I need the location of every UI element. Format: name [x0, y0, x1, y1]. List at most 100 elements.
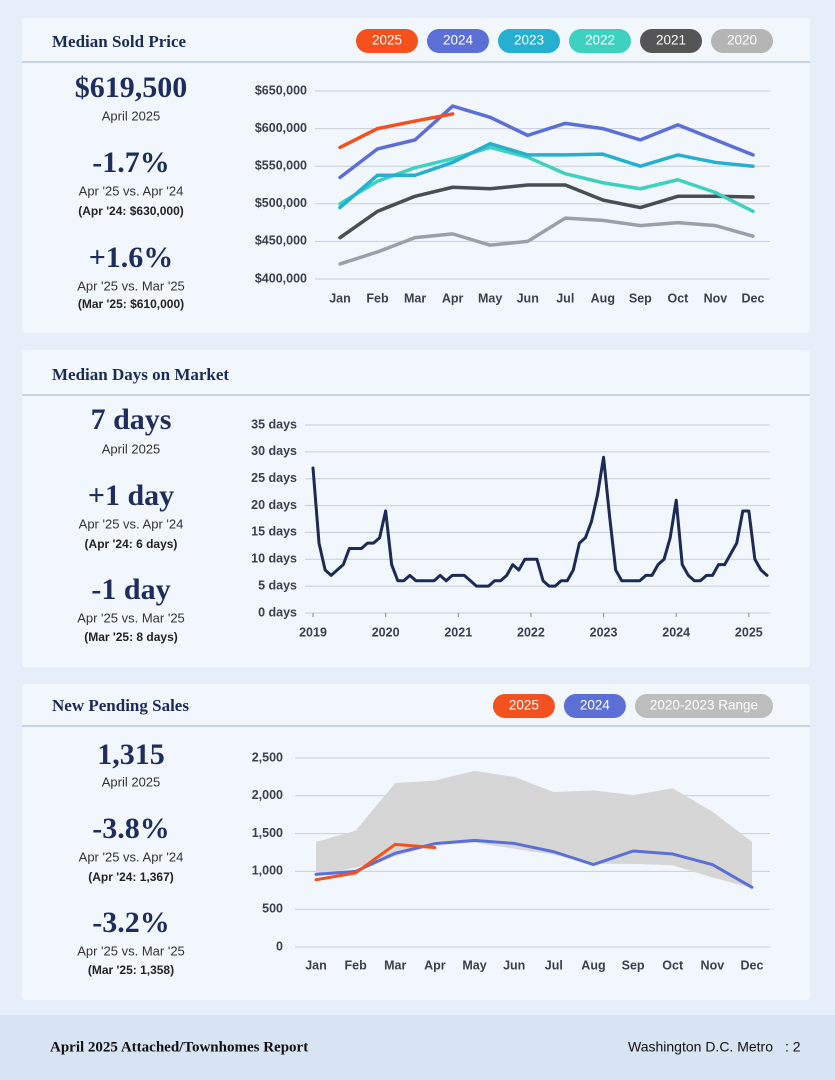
x-tick-label: Feb: [345, 958, 368, 972]
legend-label: 2024: [443, 33, 474, 48]
series-line: [338, 104, 755, 180]
legend-pill: [427, 29, 489, 53]
series-line: [314, 842, 437, 882]
panel: [22, 350, 810, 667]
x-tick-label: Sep: [622, 958, 645, 972]
x-tick-label: 2022: [517, 625, 545, 639]
chart-title: Median Days on Market: [52, 365, 229, 384]
y-tick-label: 20 days: [251, 498, 297, 512]
x-tick-label: Nov: [701, 958, 725, 972]
x-tick-label: Dec: [742, 291, 765, 305]
legend-label: 2024: [580, 698, 611, 713]
series-line: [338, 112, 455, 150]
stat-value: 1,315: [97, 738, 165, 771]
legend-pill: [640, 29, 702, 53]
x-tick-label: Apr: [442, 291, 464, 305]
x-tick-label: Jun: [503, 958, 525, 972]
series-line: [311, 455, 769, 588]
stat-versus: Apr '25 vs. Apr '24: [79, 516, 184, 531]
series-line: [314, 838, 754, 889]
stat-versus: Apr '25 vs. Mar '25: [77, 610, 185, 625]
y-tick-label: 0 days: [258, 605, 297, 619]
x-tick-label: 2023: [590, 625, 618, 639]
x-tick-label: Jun: [517, 291, 539, 305]
stat-versus: Apr '25 vs. Mar '25: [77, 943, 185, 958]
legend-pill: [634, 694, 773, 718]
chart-title: New Pending Sales: [52, 696, 189, 715]
stat-prior: (Mar '25: 1,358): [88, 963, 174, 977]
x-tick-label: Nov: [704, 291, 728, 305]
y-tick-label: 30 days: [251, 444, 297, 458]
x-tick-label: Oct: [662, 958, 684, 972]
x-tick-label: Mar: [404, 291, 426, 305]
x-tick-label: Jul: [556, 291, 574, 305]
stat-versus: Apr '25 vs. Apr '24: [79, 849, 184, 864]
x-tick-label: Feb: [366, 291, 389, 305]
x-tick-label: Apr: [424, 958, 446, 972]
stat-period: April 2025: [102, 441, 161, 456]
stat-change: -1.7%: [92, 146, 170, 179]
market-name: Washington D.C. Metro: [628, 1039, 773, 1055]
x-tick-label: Jul: [545, 958, 563, 972]
x-tick-label: Aug: [591, 291, 615, 305]
x-tick-label: May: [478, 291, 502, 305]
y-tick-label: $400,000: [255, 271, 307, 285]
x-tick-label: Aug: [581, 958, 605, 972]
y-tick-label: $650,000: [255, 83, 307, 97]
stat-prior: (Apr '24: $630,000): [78, 204, 184, 218]
x-tick-label: Oct: [667, 291, 689, 305]
legend-pill: [492, 694, 555, 718]
legend-label: 2021: [656, 33, 686, 48]
series-line: [338, 183, 755, 240]
stat-prior: (Apr '24: 1,367): [88, 870, 174, 884]
x-tick-label: 2024: [662, 625, 690, 639]
legend-label: 2020: [727, 33, 757, 48]
stat-period: April 2025: [102, 774, 161, 789]
legend-label: 2025: [509, 698, 539, 713]
y-tick-label: $450,000: [255, 234, 307, 248]
y-tick-label: 10 days: [251, 552, 297, 566]
stat-value: 7 days: [91, 403, 172, 436]
y-tick-label: 15 days: [251, 525, 297, 539]
legend-label: 2020-2023 Range: [650, 698, 758, 713]
stat-change: +1.6%: [89, 241, 174, 274]
series-line: [338, 145, 755, 214]
y-tick-label: $550,000: [255, 158, 307, 172]
x-tick-label: Sep: [629, 291, 652, 305]
stat-versus: Apr '25 vs. Mar '25: [77, 278, 185, 293]
stat-period: April 2025: [102, 108, 161, 123]
y-tick-label: $500,000: [255, 196, 307, 210]
x-tick-label: 2020: [372, 625, 400, 639]
stat-value: $619,500: [75, 71, 188, 104]
x-tick-label: May: [462, 958, 486, 972]
stat-change: -3.8%: [92, 812, 170, 845]
y-tick-label: 35 days: [251, 417, 297, 431]
series-line: [338, 216, 755, 266]
range-band: [316, 770, 752, 889]
legend-pill: [498, 29, 560, 53]
x-tick-label: 2021: [444, 625, 472, 639]
stat-change: +1 day: [88, 479, 174, 512]
x-tick-label: 2025: [735, 625, 763, 639]
y-tick-label: $600,000: [255, 121, 307, 135]
x-tick-label: Mar: [384, 958, 406, 972]
report-title: April 2025 Attached/Townhomes Report: [50, 1039, 308, 1055]
legend-label: 2025: [372, 33, 402, 48]
legend-label: 2022: [585, 33, 615, 48]
y-tick-label: 0: [276, 939, 283, 953]
y-tick-label: 500: [262, 901, 283, 915]
x-tick-label: Jan: [329, 291, 351, 305]
x-tick-label: Dec: [741, 958, 764, 972]
legend-pill: [569, 29, 631, 53]
chart-title: Median Sold Price: [52, 32, 187, 51]
series-line: [338, 141, 755, 210]
legend-label: 2023: [514, 33, 544, 48]
stat-change: -1 day: [91, 573, 170, 606]
y-tick-label: 5 days: [258, 578, 297, 592]
footer-band: [0, 1015, 835, 1080]
stat-prior: (Apr '24: 6 days): [85, 537, 178, 551]
legend-pill: [563, 694, 626, 718]
y-tick-label: 1,000: [252, 864, 283, 878]
y-tick-label: 1,500: [252, 826, 283, 840]
